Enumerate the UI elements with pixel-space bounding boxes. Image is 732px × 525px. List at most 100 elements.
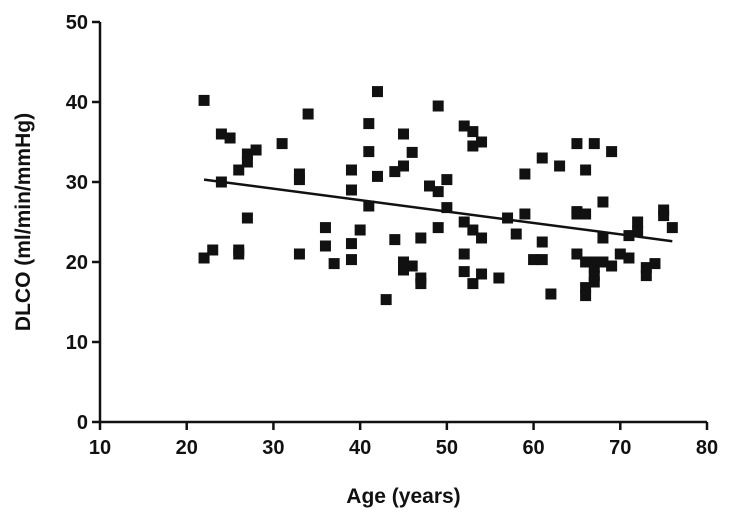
data-point — [293, 174, 305, 186]
data-point — [198, 252, 210, 264]
data-point — [363, 118, 375, 130]
data-point — [476, 268, 488, 280]
y-tick-label: 10 — [66, 332, 88, 354]
data-point — [588, 138, 600, 150]
data-point — [571, 138, 583, 150]
data-point — [614, 248, 626, 260]
data-point — [250, 144, 262, 156]
data-point — [580, 208, 592, 220]
data-point — [467, 140, 479, 152]
data-point — [319, 240, 331, 252]
y-tick-label: 0 — [77, 412, 88, 434]
data-point — [554, 160, 566, 172]
data-point — [345, 164, 357, 176]
data-point — [510, 228, 522, 240]
data-point — [519, 168, 531, 180]
data-point — [580, 290, 592, 302]
data-point — [458, 216, 470, 228]
x-tick-label: 60 — [522, 437, 544, 459]
data-point — [580, 256, 592, 268]
data-point — [476, 136, 488, 148]
data-point — [571, 208, 583, 220]
data-point — [276, 138, 288, 150]
data-point — [588, 262, 600, 274]
data-point — [319, 222, 331, 234]
data-point — [215, 128, 227, 140]
data-point — [345, 184, 357, 196]
data-point — [536, 152, 548, 164]
data-point — [441, 202, 453, 214]
data-point — [363, 146, 375, 158]
data-point — [519, 208, 531, 220]
data-point — [597, 232, 609, 244]
y-axis-title: DLCO (ml/min/mmHg) — [12, 113, 35, 331]
data-point — [467, 278, 479, 290]
data-point — [493, 272, 505, 284]
data-point — [640, 270, 652, 282]
x-tick-label: 50 — [436, 437, 458, 459]
data-point — [658, 204, 670, 216]
x-tick-label: 80 — [696, 437, 718, 459]
data-point — [389, 234, 401, 246]
data-point — [224, 132, 236, 144]
data-point — [640, 262, 652, 274]
y-tick-label: 40 — [66, 92, 88, 114]
data-point — [432, 100, 444, 112]
x-ticks: 10 20 30 40 50 60 70 80 — [89, 422, 718, 459]
data-point — [415, 232, 427, 244]
data-point — [424, 180, 436, 192]
x-tick-label: 40 — [349, 437, 371, 459]
data-point — [389, 166, 401, 178]
data-point — [345, 254, 357, 266]
y-tick-label: 30 — [66, 172, 88, 194]
data-point — [328, 258, 340, 270]
data-point — [545, 288, 557, 300]
data-point — [467, 224, 479, 236]
data-point — [354, 224, 366, 236]
data-point — [398, 264, 409, 276]
data-point — [536, 254, 548, 266]
data-point — [233, 248, 245, 260]
trend-line — [203, 178, 673, 243]
data-point — [363, 200, 375, 212]
data-point — [502, 212, 514, 224]
data-point — [371, 86, 383, 98]
data-point — [658, 210, 670, 222]
data-point — [293, 248, 305, 260]
axes — [98, 22, 707, 424]
x-tick-label: 30 — [262, 437, 284, 459]
data-point — [398, 256, 409, 268]
data-point — [588, 276, 600, 288]
data-point — [415, 272, 427, 284]
data-point — [458, 266, 470, 278]
data-point — [371, 170, 383, 182]
data-point — [606, 260, 618, 272]
data-point — [406, 260, 418, 272]
x-axis-title: Age (years) — [346, 485, 460, 508]
data-point — [398, 128, 409, 140]
data-point — [597, 256, 609, 268]
data-point — [632, 216, 644, 228]
data-point — [345, 238, 357, 250]
data-point — [597, 196, 609, 208]
data-point — [458, 248, 470, 260]
x-tick-label: 10 — [89, 437, 111, 459]
data-point — [441, 174, 453, 186]
data-point — [398, 160, 409, 172]
y-tick-label: 20 — [66, 252, 88, 274]
data-point — [649, 258, 661, 270]
data-point — [588, 270, 600, 282]
data-point — [432, 186, 444, 198]
data-point — [528, 254, 540, 266]
data-point — [415, 278, 427, 290]
data-point — [458, 120, 470, 132]
data-point — [233, 164, 245, 176]
data-point — [207, 244, 219, 256]
data-point — [632, 226, 644, 238]
data-point — [241, 156, 253, 168]
data-point — [198, 94, 210, 106]
data-point — [588, 256, 600, 268]
y-tick-label: 50 — [66, 12, 88, 34]
x-tick-label: 20 — [176, 437, 198, 459]
data-point — [606, 146, 618, 158]
